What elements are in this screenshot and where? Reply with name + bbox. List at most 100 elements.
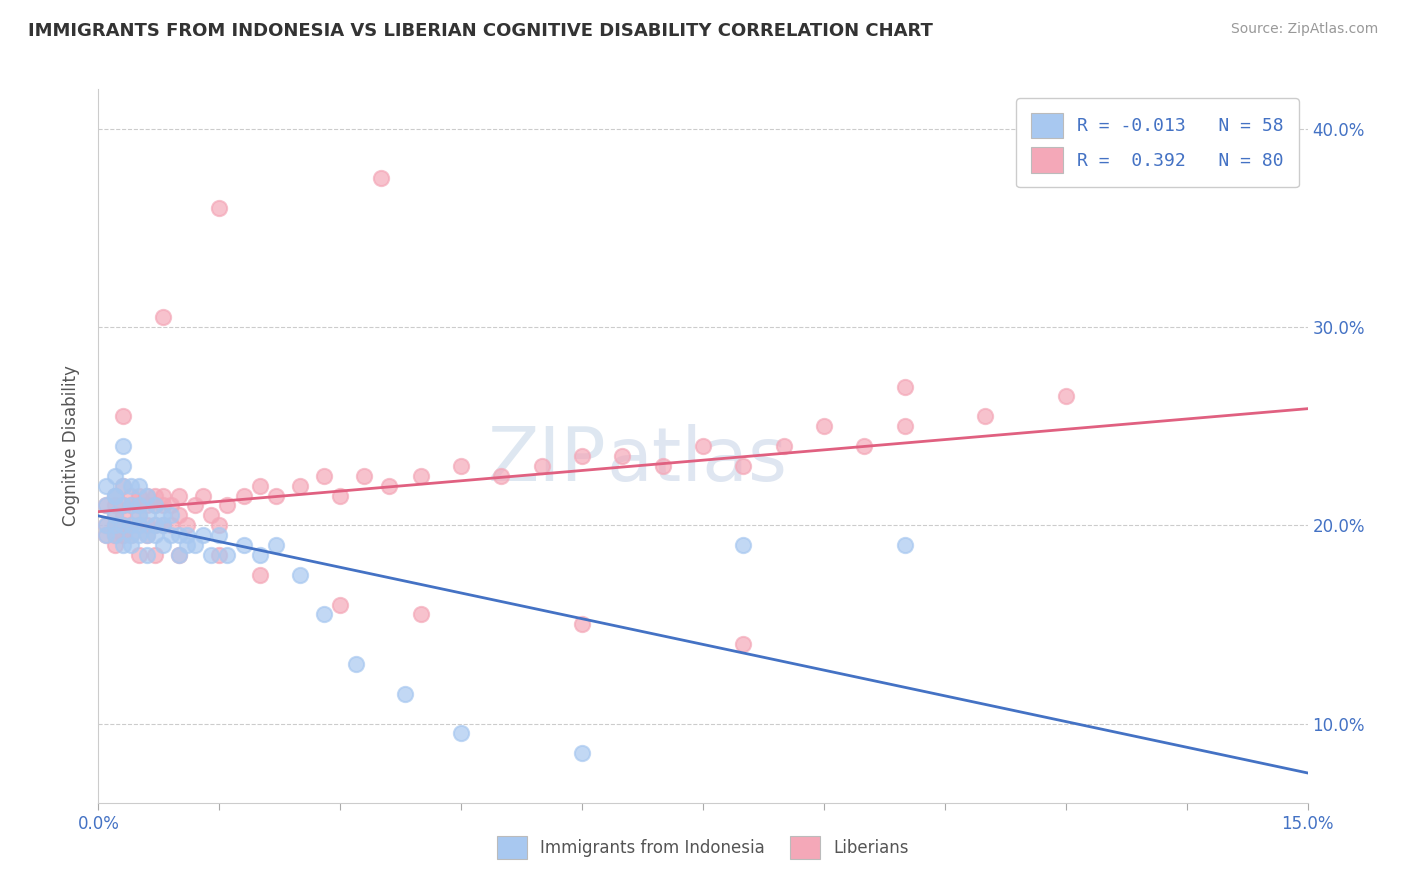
- Point: [394, 687, 416, 701]
- Point: [96, 518, 118, 533]
- Point: [571, 746, 593, 760]
- Point: [128, 518, 150, 533]
- Text: Source: ZipAtlas.com: Source: ZipAtlas.com: [1230, 22, 1378, 37]
- Point: [217, 548, 239, 562]
- Point: [893, 419, 915, 434]
- Point: [111, 478, 134, 492]
- Point: [152, 538, 174, 552]
- Text: ZIP: ZIP: [488, 424, 606, 497]
- Point: [612, 449, 634, 463]
- Point: [120, 518, 142, 533]
- Point: [120, 478, 142, 492]
- Point: [208, 528, 231, 542]
- Point: [120, 528, 142, 542]
- Point: [128, 508, 150, 523]
- Point: [167, 548, 190, 562]
- Point: [176, 518, 198, 533]
- Point: [193, 528, 215, 542]
- Point: [571, 617, 593, 632]
- Point: [120, 499, 142, 513]
- Point: [111, 499, 134, 513]
- Point: [176, 538, 198, 552]
- Point: [249, 478, 271, 492]
- Point: [152, 518, 174, 533]
- Point: [530, 458, 553, 473]
- Point: [103, 528, 125, 542]
- Point: [96, 478, 118, 492]
- Point: [208, 518, 231, 533]
- Point: [314, 607, 336, 622]
- Point: [103, 518, 125, 533]
- Legend: Immigrants from Indonesia, Liberians: Immigrants from Indonesia, Liberians: [491, 829, 915, 866]
- Point: [893, 379, 915, 393]
- Point: [103, 508, 125, 523]
- Point: [184, 538, 207, 552]
- Point: [264, 489, 287, 503]
- Point: [450, 726, 472, 740]
- Point: [103, 489, 125, 503]
- Point: [111, 499, 134, 513]
- Point: [111, 409, 134, 424]
- Point: [128, 478, 150, 492]
- Point: [167, 489, 190, 503]
- Point: [167, 528, 190, 542]
- Point: [329, 598, 352, 612]
- Point: [167, 508, 190, 523]
- Text: IMMIGRANTS FROM INDONESIA VS LIBERIAN COGNITIVE DISABILITY CORRELATION CHART: IMMIGRANTS FROM INDONESIA VS LIBERIAN CO…: [28, 22, 934, 40]
- Point: [329, 489, 352, 503]
- Point: [96, 518, 118, 533]
- Point: [167, 548, 190, 562]
- Point: [128, 508, 150, 523]
- Point: [128, 489, 150, 503]
- Point: [96, 499, 118, 513]
- Point: [103, 489, 125, 503]
- Point: [111, 518, 134, 533]
- Point: [893, 538, 915, 552]
- Point: [143, 499, 166, 513]
- Point: [160, 499, 183, 513]
- Point: [249, 548, 271, 562]
- Point: [143, 499, 166, 513]
- Point: [120, 528, 142, 542]
- Point: [143, 489, 166, 503]
- Point: [377, 478, 399, 492]
- Point: [651, 458, 673, 473]
- Point: [135, 489, 157, 503]
- Point: [135, 489, 157, 503]
- Point: [152, 489, 174, 503]
- Point: [103, 489, 125, 503]
- Point: [450, 458, 472, 473]
- Point: [217, 499, 239, 513]
- Point: [232, 538, 254, 552]
- Point: [152, 508, 174, 523]
- Point: [344, 657, 367, 671]
- Point: [128, 548, 150, 562]
- Point: [111, 518, 134, 533]
- Point: [160, 518, 183, 533]
- Point: [103, 499, 125, 513]
- Point: [143, 518, 166, 533]
- Point: [111, 528, 134, 542]
- Point: [184, 499, 207, 513]
- Point: [103, 508, 125, 523]
- Point: [135, 499, 157, 513]
- Point: [111, 538, 134, 552]
- Point: [152, 518, 174, 533]
- Point: [692, 439, 714, 453]
- Point: [120, 489, 142, 503]
- Point: [813, 419, 835, 434]
- Point: [120, 538, 142, 552]
- Point: [96, 528, 118, 542]
- Point: [143, 548, 166, 562]
- Point: [1054, 389, 1077, 403]
- Point: [853, 439, 876, 453]
- Y-axis label: Cognitive Disability: Cognitive Disability: [62, 366, 80, 526]
- Point: [772, 439, 794, 453]
- Point: [128, 499, 150, 513]
- Point: [974, 409, 997, 424]
- Point: [200, 548, 222, 562]
- Point: [152, 499, 174, 513]
- Point: [120, 518, 142, 533]
- Point: [232, 489, 254, 503]
- Point: [264, 538, 287, 552]
